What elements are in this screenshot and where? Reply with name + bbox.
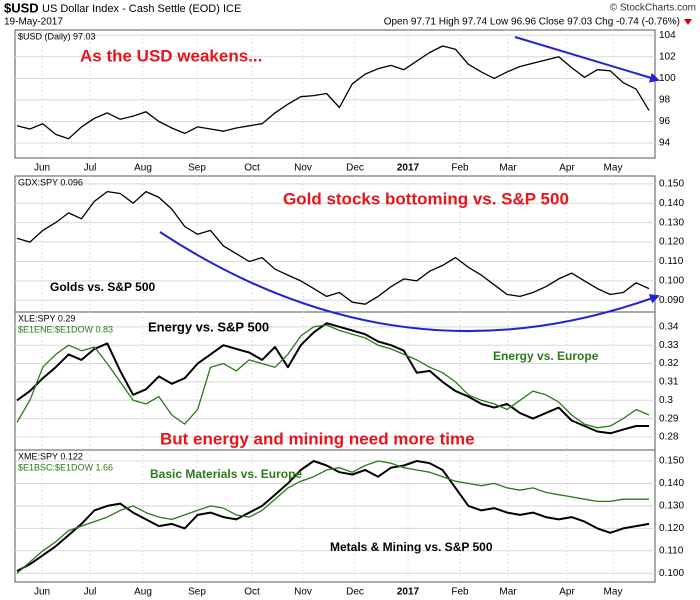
annotation: Energy vs. S&P 500 [148, 319, 269, 334]
panel-frame [14, 29, 656, 159]
x-tick-label: Dec [346, 587, 364, 598]
legend-label: XLE:SPY 0.29 [18, 313, 75, 323]
annotation: Energy vs. Europe [493, 349, 599, 363]
y-tick-label: 0.110 [659, 256, 684, 267]
panel-frame [14, 449, 656, 583]
y-tick-label: 0.130 [659, 501, 684, 512]
y-tick-label: 0.140 [659, 478, 684, 489]
y-tick-label: 0.28 [659, 432, 679, 443]
x-tick-label: Sep [188, 587, 206, 598]
instrument-name: US Dollar Index - Cash Settle (EOD) ICE [42, 3, 241, 15]
trend-arrow [159, 231, 660, 333]
annotation: Gold stocks bottoming vs. S&P 500 [283, 189, 569, 208]
y-tick-label: 0.150 [659, 178, 684, 189]
x-tick-label: Aug [134, 587, 152, 598]
x-tick-label: Mar [499, 163, 517, 174]
down-triangle [684, 19, 692, 25]
plots: 94 96 98 100 102 104 $USD (Daily) 97.03 As the … [14, 29, 684, 598]
x-tick-label: Feb [451, 163, 469, 174]
x-tick-label: Nov [294, 163, 312, 174]
annotation: As the USD weakens... [80, 46, 262, 65]
x-tick-label: Sep [188, 163, 206, 174]
y-tick-label: 0.33 [659, 340, 679, 351]
series-line [16, 460, 650, 572]
x-tick-label: Jun [34, 587, 50, 598]
series-line [16, 322, 649, 435]
y-tick-label: 0.32 [659, 358, 679, 369]
annotation: Golds vs. S&P 500 [50, 280, 155, 294]
series-line [16, 190, 650, 305]
y-tick-label: 0.3 [659, 395, 673, 406]
annotation: Metals & Mining vs. S&P 500 [330, 540, 493, 554]
x-tick-label: Oct [244, 587, 260, 598]
x-tick-label: Jun [34, 163, 50, 174]
y-tick-label: 98 [659, 95, 671, 106]
y-tick-label: 0.120 [659, 523, 684, 534]
y-tick-label: 0.31 [659, 377, 679, 388]
y-tick-label: 0.150 [659, 456, 684, 467]
annotation: Basic Materials vs. Europe [150, 467, 302, 481]
y-tick-label: 0.120 [659, 237, 684, 248]
x-tick-label: Jul [84, 587, 97, 598]
x-tick-label: Apr [559, 163, 575, 174]
x-tick-label: Nov [294, 587, 312, 598]
y-tick-label: 94 [659, 138, 671, 149]
y-tick-label: 0.090 [659, 295, 684, 306]
symbol: $USD [4, 0, 39, 15]
trend-arrow [514, 36, 660, 83]
annotation: But energy and mining need more time [160, 429, 475, 448]
y-tick-label: 96 [659, 116, 671, 127]
x-tick-label: Feb [451, 587, 469, 598]
x-tick-label: Aug [134, 163, 152, 174]
legend-label: $USD (Daily) 97.03 [18, 31, 96, 41]
y-tick-label: 0.140 [659, 198, 684, 209]
y-tick-label: 104 [659, 30, 676, 41]
x-tick-label: 2017 [397, 587, 420, 598]
y-tick-label: 0.100 [659, 276, 684, 287]
y-tick-label: 0.34 [659, 321, 679, 332]
y-tick-label: 0.29 [659, 413, 679, 424]
y-tick-label: 0.130 [659, 217, 684, 228]
y-tick-label: 0.110 [659, 545, 684, 556]
date: 19-May-2017 [4, 17, 63, 28]
legend-label: GDX:SPY 0.096 [18, 177, 83, 187]
x-tick-label: Oct [244, 163, 260, 174]
x-tick-label: May [604, 163, 623, 174]
legend-label: $E1ENE:$E1DOW 0.83 [18, 324, 113, 334]
x-tick-label: May [604, 587, 623, 598]
x-tick-label: 2017 [397, 163, 420, 174]
series-line [16, 45, 650, 140]
x-tick-label: Jul [84, 163, 97, 174]
legend-label: XME:SPY 0.122 [18, 451, 83, 461]
x-tick-label: Apr [559, 587, 575, 598]
series-line [16, 324, 650, 429]
y-tick-label: 100 [659, 73, 676, 84]
copyright: © StockCharts.com [610, 3, 696, 14]
series-line [16, 460, 649, 574]
x-tick-label: Mar [499, 587, 517, 598]
y-tick-label: 102 [659, 51, 676, 62]
y-tick-label: 0.100 [659, 568, 684, 579]
legend-label: $E1BSC:$E1DOW 1.66 [18, 462, 113, 472]
x-tick-label: Dec [346, 163, 364, 174]
quote: Open 97.71 High 97.74 Low 96.96 Close 97… [384, 17, 680, 28]
